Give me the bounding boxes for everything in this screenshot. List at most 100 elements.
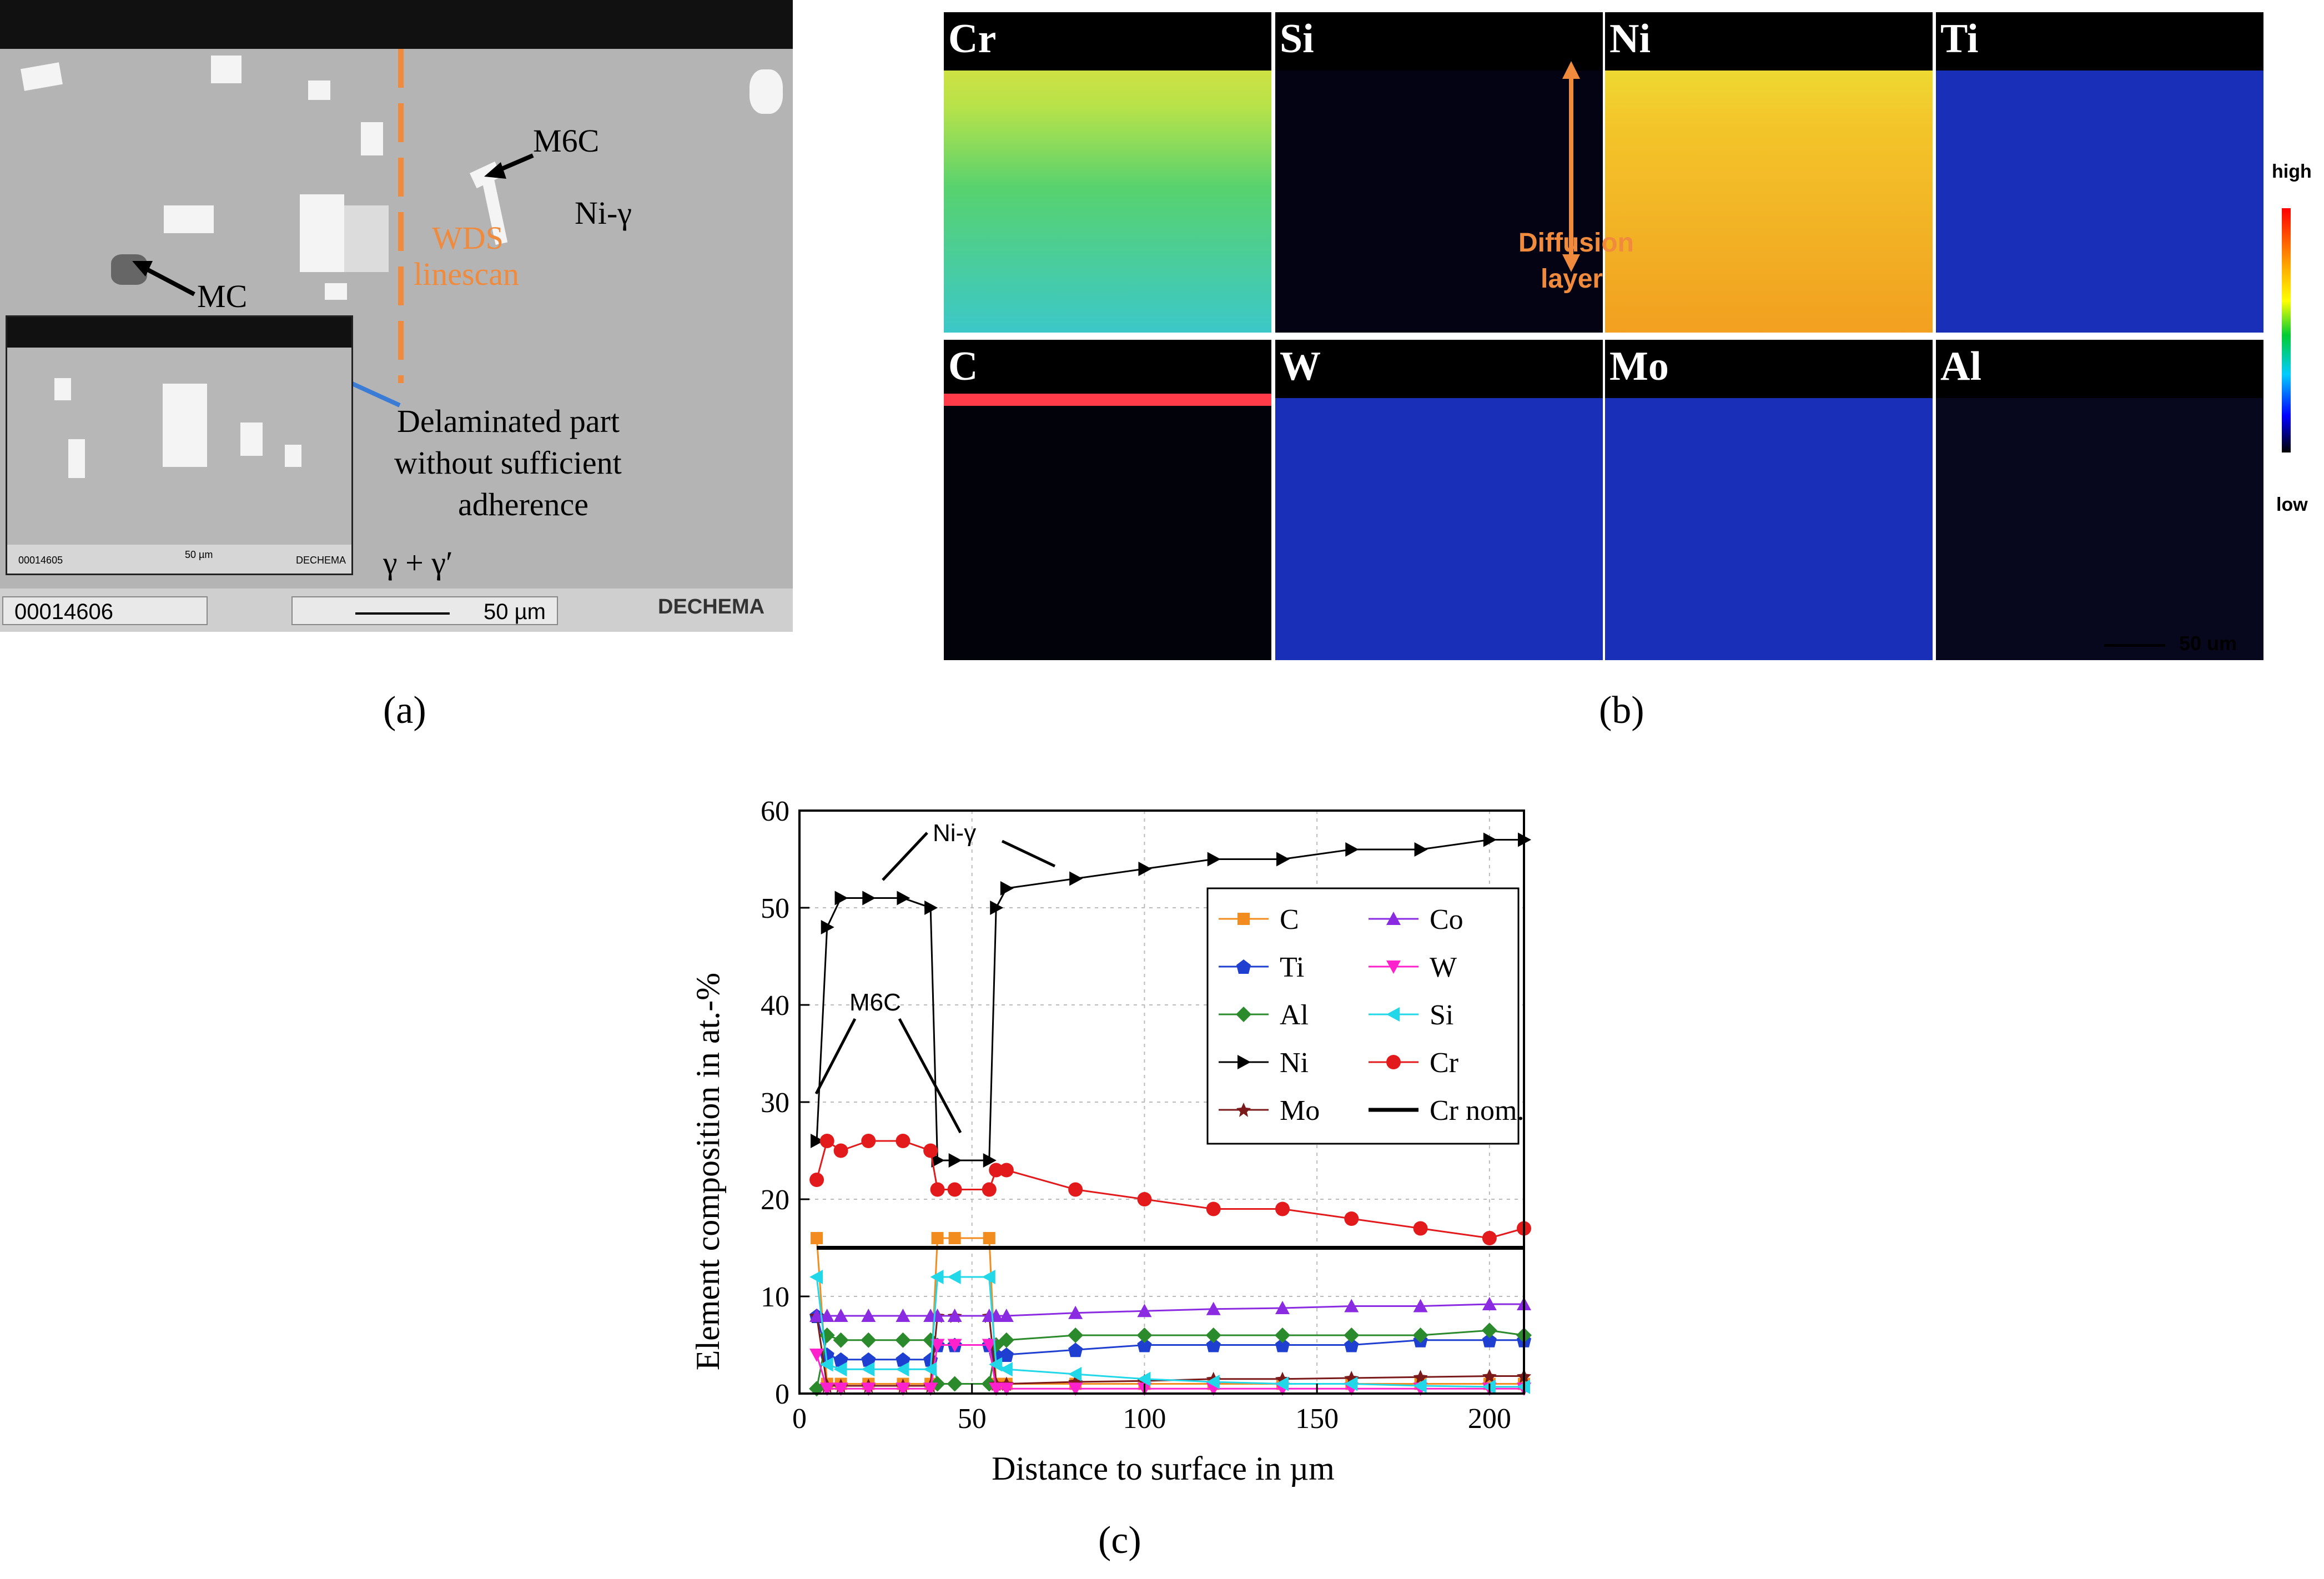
data-point-si — [861, 1362, 875, 1377]
data-point-al — [1275, 1327, 1290, 1343]
map-label-al: Al — [1940, 344, 1981, 389]
data-point-ni — [924, 901, 938, 915]
x-tick-label: 100 — [1123, 1403, 1166, 1435]
carbide-grain — [749, 69, 783, 114]
y-tick-label: 60 — [761, 796, 789, 827]
data-point-w — [923, 1382, 938, 1396]
linescan-chart: 0 50 100 150 200 0 10 20 30 40 50 60 C Ti Al Ni Mo Co W Si… — [690, 796, 1532, 1487]
ni-gamma-label: Ni-γ — [575, 195, 632, 231]
data-point-cr — [982, 1182, 997, 1197]
map-w: W — [1275, 340, 1603, 660]
data-point-si — [947, 1270, 961, 1284]
inset-micrograph: 00014605 50 µm DECHEMA — [6, 315, 353, 575]
map-label-si: Si — [1280, 16, 1314, 62]
carbide-grain — [300, 194, 344, 272]
data-point-w — [809, 1349, 824, 1362]
map-ti: Ti — [1936, 12, 2263, 333]
carbide-grain — [54, 378, 71, 400]
data-point-ni — [811, 1134, 824, 1148]
data-point-ni — [1276, 852, 1290, 867]
y-tick-label: 10 — [761, 1281, 789, 1313]
y-tick-label: 50 — [761, 893, 789, 924]
data-point-co — [1482, 1297, 1497, 1310]
inset-infobar: 00014605 50 µm DECHEMA — [7, 545, 351, 574]
data-point-si — [982, 1270, 995, 1284]
data-point-c — [948, 1232, 961, 1244]
data-point-ti — [1206, 1337, 1221, 1352]
data-point-w — [999, 1382, 1014, 1396]
legend-marker-mo — [1236, 1103, 1251, 1117]
map-mo: Mo — [1605, 340, 1933, 660]
legend-label-cr-nom: Cr nom. — [1430, 1095, 1524, 1127]
inset-coating — [7, 317, 351, 348]
legend-box — [1206, 887, 1520, 1145]
data-point-si — [819, 1357, 833, 1372]
scale-bar — [355, 612, 450, 615]
map-c: C — [944, 340, 1271, 660]
data-point-al — [1068, 1327, 1084, 1343]
data-point-ti — [833, 1352, 848, 1367]
annot-ni-gamma: Ni-γ — [933, 819, 976, 847]
data-point-cr — [999, 1163, 1014, 1178]
delam-label-2: without sufficient — [394, 445, 622, 481]
carbide-grain — [325, 283, 347, 300]
annotation-arrows — [814, 832, 1056, 1134]
legend-label-cr: Cr — [1430, 1047, 1458, 1079]
data-point-al — [929, 1376, 945, 1392]
data-point-cr — [833, 1143, 848, 1158]
legend-label-c: C — [1280, 904, 1299, 936]
diffusion-label-2: layer — [1541, 264, 1603, 294]
legend-label-co: Co — [1430, 904, 1463, 936]
data-point-si — [930, 1270, 944, 1284]
data-point-cr — [923, 1143, 938, 1158]
data-point-si — [809, 1270, 823, 1284]
carbide-grain — [361, 122, 383, 155]
data-point-cr — [896, 1134, 911, 1148]
legend-marker-al — [1236, 1007, 1251, 1022]
data-point-cr — [809, 1173, 824, 1187]
data-point-w — [1068, 1382, 1083, 1396]
scale-label: 50 µm — [291, 596, 558, 625]
data-point-w — [861, 1382, 876, 1396]
carbide-grain — [211, 56, 242, 83]
legend-label-w: W — [1430, 952, 1457, 983]
bse-micrograph: M6C Ni-γ WDS linescan MC Delaminated par… — [0, 0, 793, 632]
y-tick-label: 30 — [761, 1087, 789, 1119]
data-point-al — [1136, 1327, 1153, 1343]
data-point-w — [982, 1339, 997, 1352]
chart-legend: C Ti Al Ni Mo Co W Si Cr Cr nom. — [1206, 887, 1524, 1145]
data-point-c — [931, 1232, 944, 1244]
data-point-w — [896, 1382, 911, 1396]
map-label-w: W — [1280, 344, 1321, 389]
data-point-co — [1137, 1304, 1152, 1317]
data-point-si — [833, 1362, 847, 1377]
data-point-cr — [989, 1163, 1004, 1178]
data-point-ni — [1000, 881, 1014, 896]
data-point-al — [861, 1332, 877, 1348]
coating-layer — [0, 0, 793, 49]
data-point-ni — [834, 891, 848, 906]
map-label-cr: Cr — [948, 16, 997, 62]
legend-high: high — [2272, 161, 2312, 182]
data-point-ni — [897, 891, 911, 906]
legend-colorbar — [2282, 208, 2291, 452]
y-axis-label: Element composition in at.-% — [690, 973, 726, 1371]
data-point-co — [1068, 1305, 1083, 1319]
legend-label-ti: Ti — [1280, 952, 1304, 983]
legend-label-ni: Ni — [1280, 1047, 1309, 1079]
legend-label-mo: Mo — [1280, 1095, 1320, 1127]
data-point-si — [1137, 1371, 1151, 1386]
data-point-al — [1481, 1322, 1497, 1339]
m6c-label: M6C — [533, 123, 600, 159]
data-point-cr — [1344, 1211, 1359, 1226]
data-point-c — [811, 1232, 823, 1244]
legend-marker-ni — [1238, 1055, 1251, 1069]
data-point-co — [947, 1309, 962, 1322]
data-point-cr — [1275, 1201, 1290, 1216]
delam-label-1: Delaminated part — [397, 403, 620, 439]
x-tick-label: 150 — [1295, 1403, 1339, 1435]
inset-logo: DECHEMA — [296, 555, 346, 566]
data-point-ni — [821, 920, 834, 934]
carbide-grain — [240, 423, 263, 456]
data-point-ti — [861, 1352, 876, 1367]
